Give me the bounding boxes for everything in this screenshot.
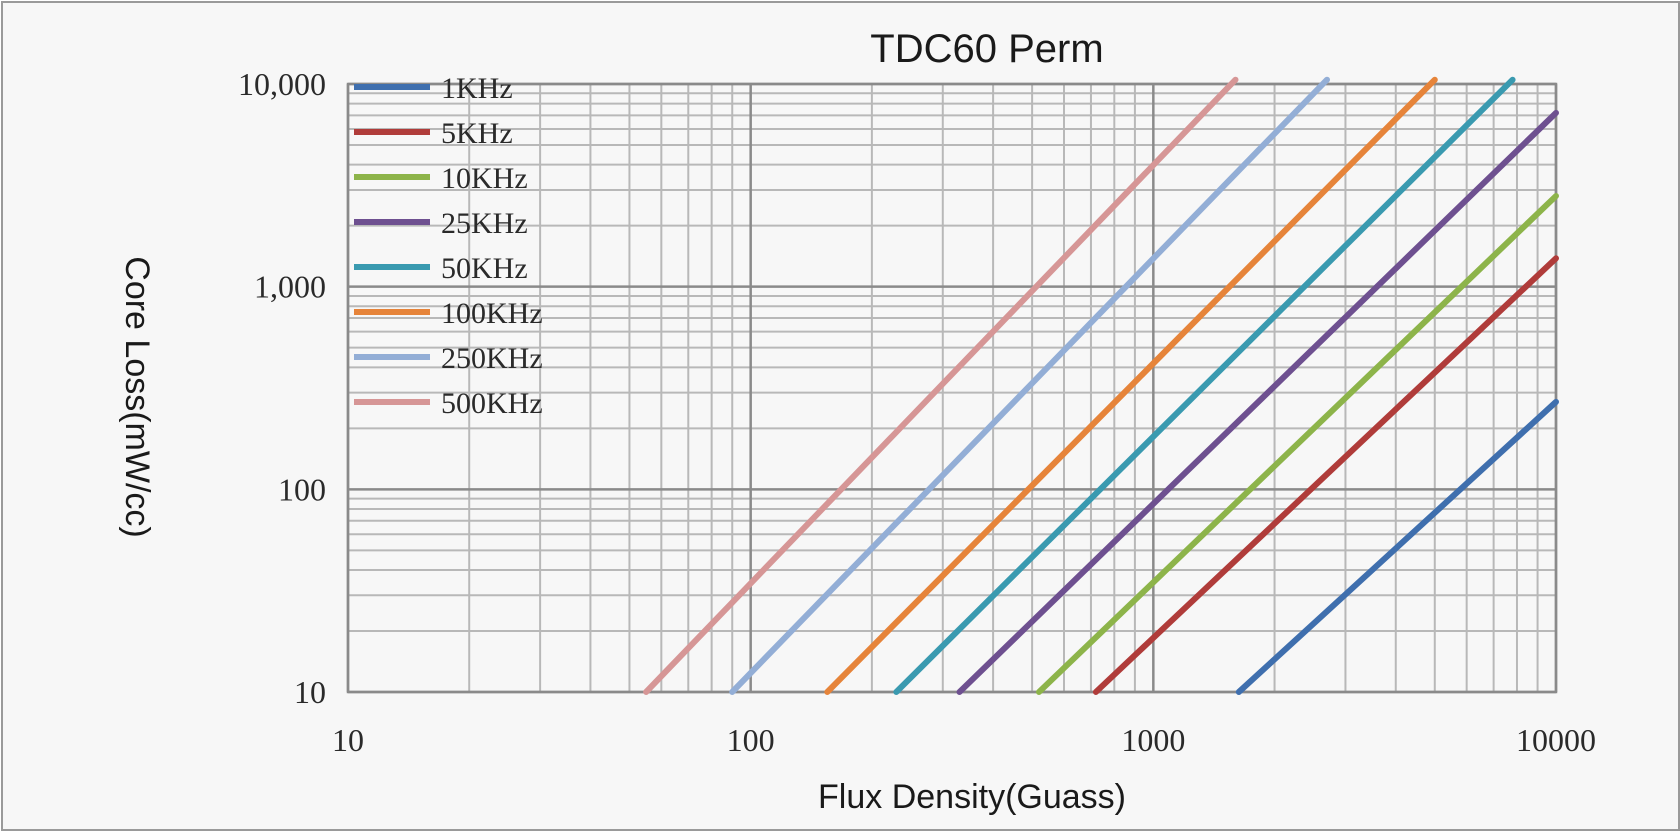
legend-label-5khz: 5KHz	[441, 117, 513, 150]
series-line-500khz	[643, 76, 1239, 695]
x-tick-label: 10000	[1516, 722, 1596, 758]
y-tick-label: 10	[294, 674, 326, 710]
chart-title: TDC60 Perm	[870, 27, 1103, 71]
series-line-25khz	[956, 109, 1559, 695]
legend-label-10khz: 10KHz	[441, 162, 528, 195]
legend-label-500khz: 500KHz	[441, 387, 543, 420]
series-line-250khz	[729, 76, 1330, 695]
series-line-50khz	[893, 76, 1516, 695]
series-line-100khz	[824, 76, 1438, 695]
series-line-10khz	[1036, 193, 1559, 695]
y-tick-label: 1,000	[254, 269, 326, 305]
major-grid	[346, 82, 1558, 694]
x-axis-label: Flux Density(Guass)	[818, 778, 1126, 816]
legend-label-100khz: 100KHz	[441, 297, 543, 330]
plot-border	[346, 82, 1558, 694]
series-line-1khz	[1235, 398, 1559, 695]
x-tick-labels: 10 100 1000 10000	[332, 722, 1596, 758]
legend-label-50khz: 50KHz	[441, 252, 528, 285]
y-tick-labels: 10,000 1,000 100 10	[238, 66, 326, 710]
series-line-5khz	[1092, 255, 1559, 695]
x-tick-label: 1000	[1121, 722, 1185, 758]
legend-label-250khz: 250KHz	[441, 342, 543, 375]
legend: 1KHz 5KHz 10KHz 25KHz 50KHz 100KHz 250KHz 500KH…	[354, 72, 543, 420]
minor-grid	[348, 84, 1556, 692]
series-lines	[643, 76, 1559, 695]
y-tick-label: 10,000	[238, 66, 326, 102]
y-axis-label: Core Loss(mW/cc)	[118, 256, 156, 537]
y-tick-label: 100	[278, 471, 326, 507]
x-tick-label: 10	[332, 722, 364, 758]
legend-label-1khz: 1KHz	[441, 72, 513, 105]
x-tick-label: 100	[727, 722, 775, 758]
legend-label-25khz: 25KHz	[441, 207, 528, 240]
